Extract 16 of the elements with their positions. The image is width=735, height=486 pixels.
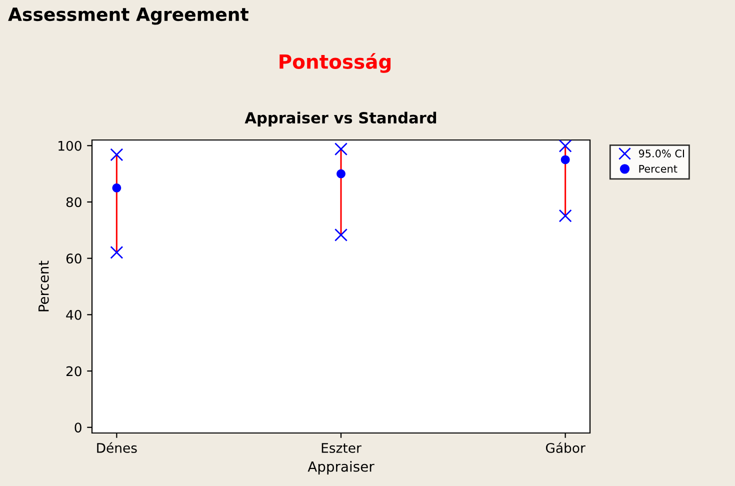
y-tick-label: 40 (66, 310, 82, 320)
chart-title: Pontosság (280, 53, 391, 73)
y-tick-label: 0 (74, 422, 82, 433)
chart-subtitle: Appraiser vs Standard (244, 112, 436, 127)
text: Assessment Agreement (8, 8, 248, 25)
x-tick-label: Gábor (546, 442, 586, 453)
x-tick-label: Eszter (322, 443, 362, 453)
x-tick-label: Dénes (97, 442, 137, 453)
legend-label: Percent (639, 164, 678, 173)
legend-label: 95.0% CI (638, 150, 684, 158)
y-tick-label: 60 (66, 254, 82, 264)
x-axis-title: Appraiser (308, 461, 374, 474)
y-tick-label: 100 (58, 140, 82, 151)
y-axis-title: Percent (38, 260, 49, 312)
y-tick-label: 80 (66, 197, 82, 208)
y-tick-label: 20 (66, 366, 82, 376)
